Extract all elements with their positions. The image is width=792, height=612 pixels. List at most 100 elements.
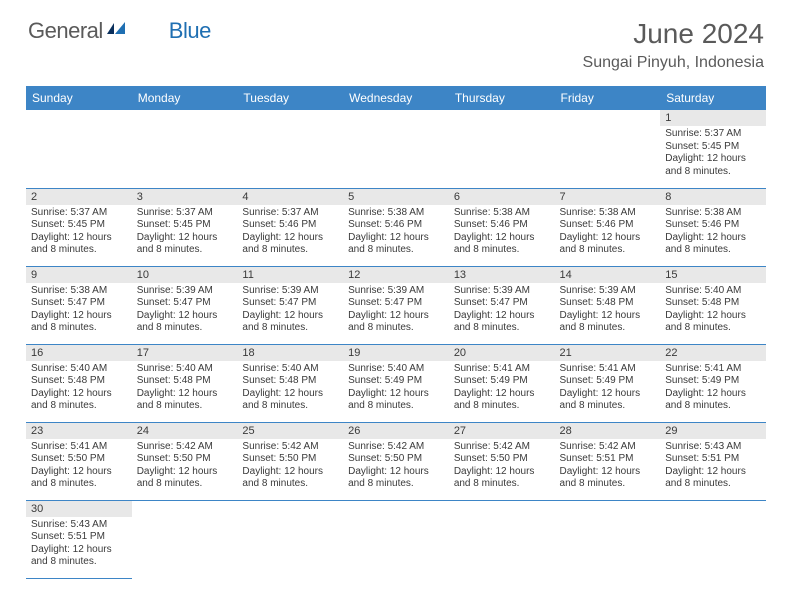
sunrise-text: Sunrise: 5:37 AM	[242, 207, 338, 220]
day-number: 1	[660, 110, 766, 126]
sunrise-text: Sunrise: 5:38 AM	[560, 207, 656, 220]
day-cell: 27Sunrise: 5:42 AMSunset: 5:50 PMDayligh…	[449, 422, 555, 500]
sunset-text: Sunset: 5:49 PM	[560, 375, 656, 388]
day-details: Sunrise: 5:39 AMSunset: 5:47 PMDaylight:…	[449, 283, 555, 339]
daylight-text: Daylight: 12 hours and 8 minutes.	[348, 310, 444, 335]
daylight-text: Daylight: 12 hours and 8 minutes.	[242, 232, 338, 257]
daylight-text: Daylight: 12 hours and 8 minutes.	[560, 232, 656, 257]
sunrise-text: Sunrise: 5:41 AM	[31, 441, 127, 454]
sunset-text: Sunset: 5:46 PM	[560, 219, 656, 232]
calendar-table: Sunday Monday Tuesday Wednesday Thursday…	[26, 86, 766, 579]
sunset-text: Sunset: 5:47 PM	[31, 297, 127, 310]
sunrise-text: Sunrise: 5:39 AM	[137, 285, 233, 298]
brand-part1: General	[28, 18, 103, 44]
weekday-header: Monday	[132, 86, 238, 110]
sunrise-text: Sunrise: 5:39 AM	[560, 285, 656, 298]
calendar-body: 1Sunrise: 5:37 AMSunset: 5:45 PMDaylight…	[26, 110, 766, 578]
sunset-text: Sunset: 5:46 PM	[454, 219, 550, 232]
day-number: 5	[343, 189, 449, 205]
sunset-text: Sunset: 5:51 PM	[665, 453, 761, 466]
day-cell: 29Sunrise: 5:43 AMSunset: 5:51 PMDayligh…	[660, 422, 766, 500]
weekday-header: Thursday	[449, 86, 555, 110]
sunrise-text: Sunrise: 5:37 AM	[137, 207, 233, 220]
weekday-header: Saturday	[660, 86, 766, 110]
sunset-text: Sunset: 5:48 PM	[31, 375, 127, 388]
daylight-text: Daylight: 12 hours and 8 minutes.	[137, 466, 233, 491]
sunset-text: Sunset: 5:50 PM	[31, 453, 127, 466]
sunrise-text: Sunrise: 5:38 AM	[665, 207, 761, 220]
sunset-text: Sunset: 5:49 PM	[665, 375, 761, 388]
sunset-text: Sunset: 5:46 PM	[242, 219, 338, 232]
day-number: 10	[132, 267, 238, 283]
daylight-text: Daylight: 12 hours and 8 minutes.	[242, 388, 338, 413]
daylight-text: Daylight: 12 hours and 8 minutes.	[137, 388, 233, 413]
day-number: 17	[132, 345, 238, 361]
brand-part2: Blue	[169, 18, 211, 44]
empty-cell	[343, 500, 449, 578]
day-cell: 14Sunrise: 5:39 AMSunset: 5:48 PMDayligh…	[555, 266, 661, 344]
daylight-text: Daylight: 12 hours and 8 minutes.	[665, 466, 761, 491]
day-number: 18	[237, 345, 343, 361]
day-number: 9	[26, 267, 132, 283]
day-number: 2	[26, 189, 132, 205]
day-number: 6	[449, 189, 555, 205]
day-number: 28	[555, 423, 661, 439]
day-details: Sunrise: 5:40 AMSunset: 5:48 PMDaylight:…	[660, 283, 766, 339]
sunrise-text: Sunrise: 5:38 AM	[348, 207, 444, 220]
sunset-text: Sunset: 5:50 PM	[348, 453, 444, 466]
daylight-text: Daylight: 12 hours and 8 minutes.	[665, 232, 761, 257]
day-details: Sunrise: 5:43 AMSunset: 5:51 PMDaylight:…	[660, 439, 766, 495]
sunset-text: Sunset: 5:51 PM	[560, 453, 656, 466]
sunset-text: Sunset: 5:49 PM	[454, 375, 550, 388]
sunset-text: Sunset: 5:47 PM	[454, 297, 550, 310]
day-number: 29	[660, 423, 766, 439]
day-details: Sunrise: 5:38 AMSunset: 5:46 PMDaylight:…	[343, 205, 449, 261]
day-details: Sunrise: 5:42 AMSunset: 5:50 PMDaylight:…	[449, 439, 555, 495]
daylight-text: Daylight: 12 hours and 8 minutes.	[348, 388, 444, 413]
sunset-text: Sunset: 5:45 PM	[137, 219, 233, 232]
day-cell: 10 Sunrise: 5:39 AMSunset: 5:47 PMDayligh…	[132, 266, 238, 344]
day-cell: 19Sunrise: 5:40 AMSunset: 5:49 PMDayligh…	[343, 344, 449, 422]
day-details: Sunrise: 5:42 AMSunset: 5:50 PMDaylight:…	[237, 439, 343, 495]
sunrise-text: Sunrise: 5:40 AM	[348, 363, 444, 376]
location-text: Sungai Pinyuh, Indonesia	[583, 54, 764, 72]
day-number: 23	[26, 423, 132, 439]
daylight-text: Daylight: 12 hours and 8 minutes.	[31, 388, 127, 413]
daylight-text: Daylight: 12 hours and 8 minutes.	[31, 232, 127, 257]
empty-cell	[237, 110, 343, 188]
sunset-text: Sunset: 5:50 PM	[242, 453, 338, 466]
daylight-text: Daylight: 12 hours and 8 minutes.	[31, 310, 127, 335]
sunset-text: Sunset: 5:47 PM	[137, 297, 233, 310]
sunrise-text: Sunrise: 5:41 AM	[454, 363, 550, 376]
day-details: Sunrise: 5:38 AMSunset: 5:46 PMDaylight:…	[449, 205, 555, 261]
sunrise-text: Sunrise: 5:40 AM	[31, 363, 127, 376]
sunset-text: Sunset: 5:45 PM	[31, 219, 127, 232]
day-cell: 28Sunrise: 5:42 AMSunset: 5:51 PMDayligh…	[555, 422, 661, 500]
day-number: 4	[237, 189, 343, 205]
day-details: Sunrise: 5:37 AMSunset: 5:45 PMDaylight:…	[26, 205, 132, 261]
empty-cell	[449, 500, 555, 578]
empty-cell	[26, 110, 132, 188]
sunset-text: Sunset: 5:50 PM	[454, 453, 550, 466]
daylight-text: Daylight: 12 hours and 8 minutes.	[137, 310, 233, 335]
sunrise-text: Sunrise: 5:41 AM	[665, 363, 761, 376]
sunset-text: Sunset: 5:46 PM	[348, 219, 444, 232]
sunrise-text: Sunrise: 5:37 AM	[665, 128, 761, 141]
day-details: Sunrise: 5:37 AMSunset: 5:45 PMDaylight:…	[660, 126, 766, 182]
day-details: Sunrise: 5:38 AMSunset: 5:47 PMDaylight:…	[26, 283, 132, 339]
sunrise-text: Sunrise: 5:42 AM	[348, 441, 444, 454]
day-number: 20	[449, 345, 555, 361]
sunset-text: Sunset: 5:45 PM	[665, 141, 761, 154]
brand-logo: General Blue	[28, 18, 211, 44]
day-number: 22	[660, 345, 766, 361]
empty-cell	[555, 500, 661, 578]
day-number: 11	[237, 267, 343, 283]
day-details: Sunrise: 5:40 AMSunset: 5:48 PMDaylight:…	[132, 361, 238, 417]
day-number: 24	[132, 423, 238, 439]
weekday-header: Tuesday	[237, 86, 343, 110]
day-details: Sunrise: 5:41 AMSunset: 5:49 PMDaylight:…	[449, 361, 555, 417]
day-cell: 5Sunrise: 5:38 AMSunset: 5:46 PMDaylight…	[343, 188, 449, 266]
empty-cell	[132, 110, 238, 188]
empty-cell	[555, 110, 661, 188]
sunrise-text: Sunrise: 5:40 AM	[242, 363, 338, 376]
